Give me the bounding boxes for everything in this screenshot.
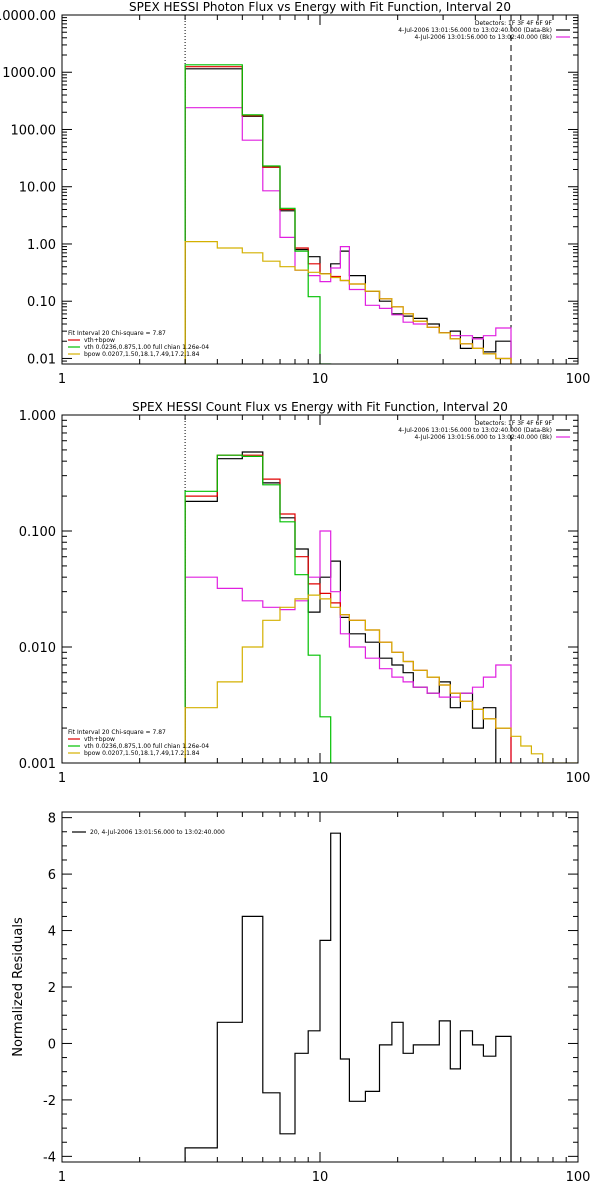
legend-entry: Fit Interval 20 Chi-square = 7.87: [68, 729, 166, 736]
legend-entry: vth+bpow: [84, 736, 115, 743]
legend-entry: vth 0.0236,0.875,1.00 full chian 1.26e-0…: [84, 344, 209, 351]
y-tick-label: 1.00: [27, 238, 56, 253]
series-vth: [184, 454, 332, 763]
y-tick-label: 0: [48, 1037, 56, 1052]
y-tick-label: -4: [43, 1150, 56, 1165]
y-tick-label: 1.000: [19, 409, 56, 424]
y-tick-label: 100.00: [11, 123, 57, 138]
series-data-bk: [184, 451, 497, 763]
series-vth: [184, 64, 332, 364]
series-data-bk: [184, 68, 512, 364]
x-tick-label: 1: [58, 1170, 66, 1185]
y-tick-label: 6: [48, 868, 56, 883]
chart-title: SPEX HESSI Count Flux vs Energy with Fit…: [132, 400, 508, 414]
y-tick-label: 4: [48, 925, 56, 940]
series-bk: [184, 530, 512, 763]
legend-entry: Fit Interval 20 Chi-square = 7.87: [68, 330, 166, 337]
legend-entry: Detectors: 1F 3F 4F 6F 9F: [475, 20, 553, 27]
x-tick-label: 1: [58, 372, 66, 387]
legend-entry: 20, 4-Jul-2006 13:01:56.000 to 13:02:40.…: [90, 829, 225, 836]
y-axis-label: Normalized Residuals: [11, 917, 26, 1057]
x-tick-label: 10: [312, 1170, 329, 1185]
legend-entry: 4-Jul-2006 13:01:56.000 to 13:02:40.000 …: [414, 434, 552, 441]
x-tick-label: 100: [566, 372, 591, 387]
y-tick-label: -2: [43, 1094, 56, 1109]
chart-panel-2: SPEX HESSI Count Flux vs Energy with Fit…: [19, 400, 591, 786]
series-vth-bpow: [184, 454, 512, 763]
legend-entry: vth 0.0236,0.875,1.00 full chian 1.26e-0…: [84, 743, 209, 750]
series-vth-bpow: [184, 66, 512, 364]
y-tick-label: 0.01: [27, 352, 56, 367]
x-tick-label: 10: [312, 771, 329, 786]
series-bpow: [184, 594, 578, 763]
legend-entry: vth+bpow: [84, 337, 115, 344]
y-tick-label: 0.10: [27, 295, 56, 310]
y-tick-label: 0.100: [19, 525, 56, 540]
y-tick-label: 8: [48, 812, 56, 827]
y-tick-label: 1000.00: [2, 66, 56, 81]
x-tick-label: 100: [566, 771, 591, 786]
chart-title: SPEX HESSI Photon Flux vs Energy with Fi…: [129, 0, 511, 14]
y-tick-label: 2: [48, 981, 56, 996]
chart-panel-1: SPEX HESSI Photon Flux vs Energy with Fi…: [0, 0, 590, 387]
y-tick-label: 0.001: [19, 757, 56, 772]
legend-entry: 4-Jul-2006 13:01:56.000 to 13:02:40.000 …: [398, 27, 552, 34]
series-residuals: [184, 832, 512, 1162]
y-tick-label: 10000.00: [0, 9, 56, 24]
legend-entry: 4-Jul-2006 13:01:56.000 to 13:02:40.000 …: [398, 427, 552, 434]
y-tick-label: 10.00: [19, 181, 56, 196]
y-tick-label: 0.010: [19, 641, 56, 656]
legend-entry: bpow 0.0207,1.50,18.1,7.49,17.2,1.84: [84, 351, 200, 358]
legend-entry: bpow 0.0207,1.50,18.1,7.49,17.2,1.84: [84, 750, 200, 757]
series-bk: [184, 107, 512, 364]
x-tick-label: 10: [312, 372, 329, 387]
series-bpow: [184, 241, 512, 364]
legend-entry: 4-Jul-2006 13:01:56.000 to 13:02:40.000 …: [414, 34, 552, 41]
legend-entry: Detectors: 1F 3F 4F 6F 9F: [475, 420, 553, 427]
x-tick-label: 1: [58, 771, 66, 786]
x-tick-label: 100: [566, 1170, 591, 1185]
chart-panel-3: 1 10 100 -4 -2 0 2 4 6 8 Normalized Residuals 20, 4…: [11, 811, 591, 1185]
